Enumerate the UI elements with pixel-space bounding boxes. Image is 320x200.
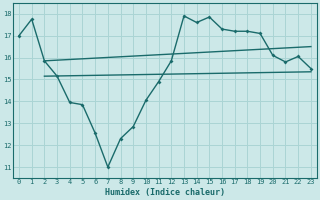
X-axis label: Humidex (Indice chaleur): Humidex (Indice chaleur) xyxy=(105,188,225,197)
